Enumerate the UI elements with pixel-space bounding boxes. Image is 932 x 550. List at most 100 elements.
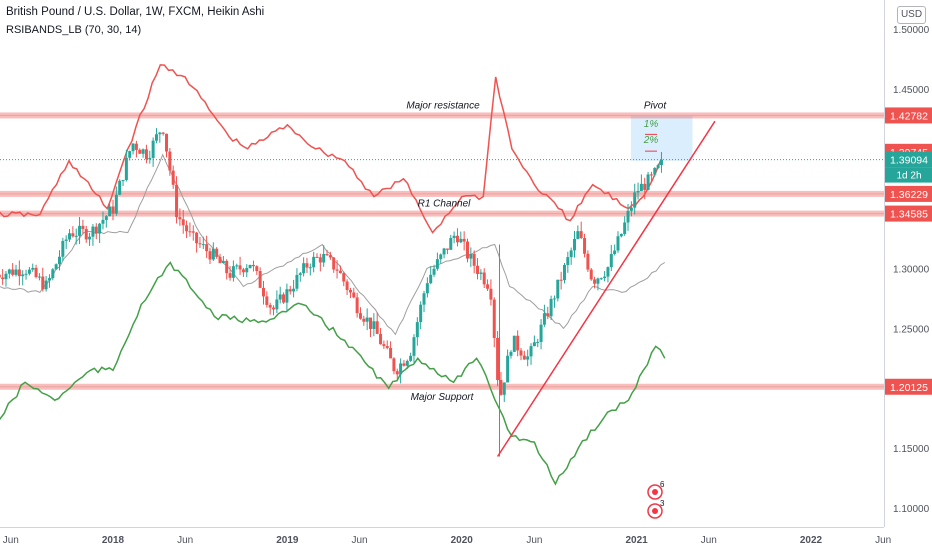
candle-body bbox=[573, 238, 577, 251]
candle-body bbox=[228, 273, 232, 278]
price-level-label[interactable] bbox=[885, 185, 932, 202]
candle-body bbox=[114, 194, 118, 214]
candle-body bbox=[355, 297, 359, 314]
candle-body bbox=[178, 217, 182, 220]
price-level-label[interactable] bbox=[885, 107, 932, 124]
candles bbox=[0, 128, 663, 457]
candle-body bbox=[445, 248, 449, 250]
candle-body bbox=[71, 233, 75, 237]
candle-body bbox=[134, 143, 138, 150]
candle-body bbox=[272, 307, 276, 310]
candle-body bbox=[352, 292, 356, 298]
trendline[interactable] bbox=[496, 120, 716, 457]
candle-body bbox=[526, 356, 530, 360]
candle-body bbox=[302, 263, 306, 274]
x-tick-label: 2020 bbox=[451, 535, 474, 546]
candle-body bbox=[292, 288, 296, 292]
y-tick-label: 1.10000 bbox=[893, 504, 930, 515]
price-level-value: 1.39094 bbox=[890, 155, 928, 167]
candle-body bbox=[78, 225, 82, 236]
candle-body bbox=[21, 274, 25, 277]
candle-body bbox=[98, 223, 102, 234]
candle-body bbox=[589, 269, 593, 280]
candle-body bbox=[37, 276, 41, 278]
currency-button[interactable]: USD bbox=[897, 6, 926, 24]
candle-body bbox=[452, 235, 456, 238]
candle-body bbox=[328, 255, 332, 258]
y-tick-label: 1.30000 bbox=[893, 265, 930, 276]
candle-body bbox=[248, 264, 252, 269]
candle-body bbox=[382, 344, 386, 347]
candle-body bbox=[385, 346, 389, 349]
candle-body bbox=[455, 235, 459, 243]
label-1-percent: 1% bbox=[644, 119, 659, 130]
candle-body bbox=[606, 267, 610, 277]
candle-body bbox=[238, 265, 242, 270]
candle-body bbox=[338, 270, 342, 274]
candle-body bbox=[322, 254, 326, 263]
candle-body bbox=[362, 318, 366, 322]
candle-body bbox=[74, 235, 78, 237]
candle-body bbox=[552, 298, 556, 300]
candle-body bbox=[496, 337, 500, 381]
candle-body bbox=[542, 313, 546, 325]
candle-body bbox=[576, 231, 580, 239]
candle-body bbox=[365, 317, 369, 322]
candle-body bbox=[646, 174, 650, 190]
candle-body bbox=[235, 265, 239, 267]
candle-body bbox=[1, 277, 5, 280]
candle-body bbox=[653, 168, 657, 175]
candle-body bbox=[241, 269, 245, 273]
candle-body bbox=[31, 267, 35, 270]
candle-body bbox=[278, 294, 282, 300]
candle-body bbox=[649, 174, 653, 176]
candle-body bbox=[536, 341, 540, 343]
candle-body bbox=[68, 233, 72, 240]
indicator-legend[interactable]: RSIBANDS_LB (70, 30, 14) bbox=[6, 24, 142, 36]
candle-body bbox=[231, 266, 235, 278]
candle-body bbox=[392, 358, 396, 372]
candle-body bbox=[566, 257, 570, 266]
candle-body bbox=[131, 143, 135, 152]
candle-body bbox=[124, 157, 128, 181]
candle-body bbox=[472, 254, 476, 266]
candle-body bbox=[185, 225, 189, 232]
candle-body bbox=[282, 294, 286, 303]
last-price-label[interactable] bbox=[885, 151, 932, 168]
candle-body bbox=[439, 254, 443, 260]
candle-body bbox=[532, 342, 536, 347]
candle-body bbox=[405, 360, 409, 366]
candle-body bbox=[429, 274, 433, 284]
price-level-value: 1.34585 bbox=[890, 209, 928, 221]
event-markers[interactable]: 63 bbox=[647, 480, 665, 519]
x-tick-label: 2021 bbox=[625, 535, 648, 546]
candle-body bbox=[41, 276, 45, 290]
horizontal-levels[interactable] bbox=[0, 112, 884, 390]
candle-body bbox=[559, 279, 563, 281]
price-axis[interactable] bbox=[884, 0, 932, 550]
candle-body bbox=[118, 180, 122, 195]
chart-legend-title[interactable]: British Pound / U.S. Dollar, 1W, FXCM, H… bbox=[6, 6, 265, 18]
candle-body bbox=[4, 273, 8, 280]
price-level-label[interactable] bbox=[885, 205, 932, 222]
candle-body bbox=[251, 264, 255, 267]
candle-body bbox=[348, 289, 352, 293]
support-trendline[interactable] bbox=[496, 120, 716, 457]
price-level-label[interactable] bbox=[885, 378, 932, 395]
candle-body bbox=[492, 299, 496, 338]
candle-body bbox=[358, 313, 362, 319]
candle-body bbox=[583, 238, 587, 254]
candle-body bbox=[449, 237, 453, 250]
candle-body bbox=[462, 238, 466, 242]
candle-body bbox=[375, 321, 379, 334]
x-tick-label: Jun bbox=[701, 535, 717, 546]
candle-body bbox=[171, 170, 175, 185]
candle-body bbox=[656, 165, 660, 169]
candle-body bbox=[84, 229, 88, 240]
candle-body bbox=[636, 190, 640, 193]
candle-body bbox=[465, 241, 469, 259]
candle-body bbox=[569, 250, 573, 258]
